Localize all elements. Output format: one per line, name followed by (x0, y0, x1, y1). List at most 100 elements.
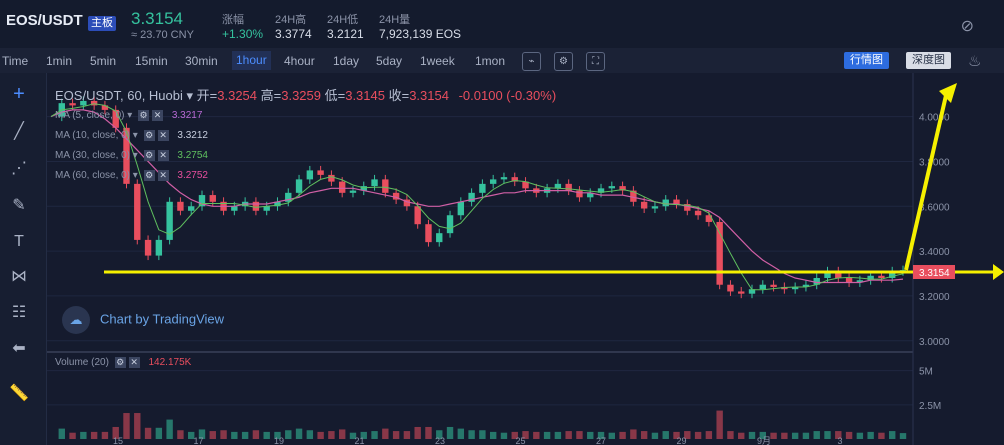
volume-bar (770, 432, 777, 439)
board-badge: 主板 (88, 16, 116, 31)
candle-body (630, 190, 637, 202)
ma-60-line (50, 109, 904, 284)
ma-settings-icon[interactable]: ⚙ (138, 110, 150, 121)
flame-icon[interactable]: ♨ (968, 53, 982, 70)
timeframe-1mon[interactable]: 1mon (475, 54, 506, 68)
timeframe-4hour[interactable]: 4hour (284, 54, 315, 68)
ticker-header: EOS/USDT 主板 3.3154 ≈ 23.70 CNY 涨幅 +1.30%… (0, 0, 1004, 49)
current-price-tag (913, 265, 955, 279)
ruler-icon[interactable]: 📏 (9, 385, 29, 402)
timeframe-1hour[interactable]: 1hour (232, 51, 271, 70)
volume-bar (360, 431, 367, 439)
text-tool-icon[interactable]: T (14, 233, 24, 250)
ma-value: 3.2752 (177, 170, 208, 182)
tab-depth-view[interactable]: 深度图 (906, 52, 951, 69)
ma-close-icon[interactable]: ✕ (152, 110, 164, 121)
candle-body (177, 201, 184, 211)
volume-close-icon[interactable]: ✕ (128, 357, 140, 368)
ma-legend-row[interactable]: MA (60, close, 0) ▾ ⚙ ✕ 3.2752 (55, 170, 208, 182)
volume-bar (651, 432, 659, 439)
candle-body (781, 286, 788, 290)
candle-body (651, 206, 659, 209)
hide-indicator-icon[interactable]: ⊘ (960, 18, 974, 35)
volume-settings-icon[interactable]: ⚙ (114, 357, 126, 368)
ma-close-icon[interactable]: ✕ (157, 150, 169, 161)
timeframe-5day[interactable]: 5day (376, 54, 403, 68)
candle-body (360, 186, 367, 191)
candle-body (673, 199, 680, 205)
price-chart[interactable]: 4.0000 3.8000 3.6000 3.4000 3.2000 3.0000 5M 2.… (47, 73, 1004, 445)
volume-bar (738, 432, 745, 439)
candle-body (349, 190, 357, 193)
crosshair-icon[interactable]: + (13, 83, 25, 105)
ma-lines (50, 103, 904, 291)
volume-legend[interactable]: Volume (20) ⚙ ✕ 142.175K (55, 357, 191, 368)
pattern-icon[interactable]: ⋈ (11, 268, 27, 285)
candle-body (252, 201, 260, 211)
timeframe-30min[interactable]: 30min (185, 54, 218, 68)
indicators-icon[interactable]: ⌁ (522, 52, 541, 71)
stat-value-change: +1.30% (222, 27, 264, 41)
volume-bar (489, 431, 497, 439)
volume-bar (58, 428, 65, 439)
volume-bar (392, 431, 400, 439)
timeframe-1day[interactable]: 1day (333, 54, 360, 68)
candle-body (835, 271, 842, 278)
volume-bar (166, 419, 173, 439)
last-price: 3.3154 (131, 9, 183, 28)
timeframe-15min[interactable]: 15min (135, 54, 168, 68)
volume-bar (252, 430, 260, 439)
ma-close-icon[interactable]: ✕ (157, 170, 169, 181)
volume-bar (748, 431, 756, 439)
legend-dropdown-icon[interactable]: ▾ (186, 88, 197, 103)
ma-value: 3.2754 (177, 150, 208, 162)
volume-label[interactable]: Volume (20) (55, 357, 109, 369)
prediction-icon[interactable]: ☷ (11, 304, 27, 321)
back-arrow-icon[interactable]: ⬅ (12, 340, 26, 357)
ma-label[interactable]: MA (5, close, 0) (55, 110, 125, 122)
volume-bar (878, 432, 885, 439)
ma-label[interactable]: MA (10, close, 0) (55, 130, 131, 142)
volume-bar (511, 431, 518, 439)
candle-body (748, 289, 756, 294)
legend-symbol[interactable]: EOS/USDT, 60, Huobi (55, 88, 183, 103)
settings-icon[interactable]: ⚙ (554, 52, 573, 71)
ma-legend-row[interactable]: MA (5, close, 0) ▾ ⚙ ✕ 3.3217 (55, 110, 203, 122)
timeframe-5min[interactable]: 5min (90, 54, 117, 68)
ma-label[interactable]: MA (30, close, 0) (55, 150, 131, 162)
pair-name[interactable]: EOS/USDT (6, 12, 83, 29)
candle-body (878, 275, 885, 278)
candle-body (188, 206, 195, 211)
volume-bar (241, 431, 249, 439)
volume-bar (134, 413, 141, 439)
ma-settings-icon[interactable]: ⚙ (143, 130, 155, 141)
date-tick-label: 23 (435, 436, 445, 445)
ma-legend-row[interactable]: MA (30, close, 0) ▾ ⚙ ✕ 3.2754 (55, 150, 208, 162)
candle-body (716, 221, 723, 285)
ma-settings-icon[interactable]: ⚙ (143, 170, 155, 181)
fullscreen-icon[interactable]: ⛶ (586, 52, 605, 71)
candle-body (845, 278, 853, 283)
candle-body (198, 195, 206, 207)
volume-bar (414, 426, 421, 439)
ma-close-icon[interactable]: ✕ (157, 130, 169, 141)
tab-chart-view[interactable]: 行情图 (844, 52, 889, 69)
candle-body (727, 284, 734, 292)
timeframe-1week[interactable]: 1week (420, 54, 455, 68)
trend-line-icon[interactable]: ╱ (14, 123, 24, 140)
ma-label[interactable]: MA (60, close, 0) (55, 170, 131, 182)
candle-body (436, 233, 443, 243)
timeframe-time[interactable]: Time (2, 54, 29, 68)
volume-bar (479, 430, 486, 439)
timeframe-1min[interactable]: 1min (46, 54, 73, 68)
volume-tick-label: 2.5M (919, 401, 941, 412)
fib-icon[interactable]: ⋰ (11, 160, 27, 177)
volume-bar (630, 429, 637, 439)
volume-bar (759, 431, 766, 439)
volume-bar (90, 431, 98, 439)
ma-legend-row[interactable]: MA (10, close, 0) ▾ ⚙ ✕ 3.3212 (55, 130, 208, 142)
tradingview-watermark[interactable]: ☁ Chart by TradingView (62, 306, 224, 334)
brush-icon[interactable]: ✎ (12, 197, 26, 214)
price-tick-label: 3.4000 (919, 247, 950, 258)
ma-settings-icon[interactable]: ⚙ (143, 150, 155, 161)
